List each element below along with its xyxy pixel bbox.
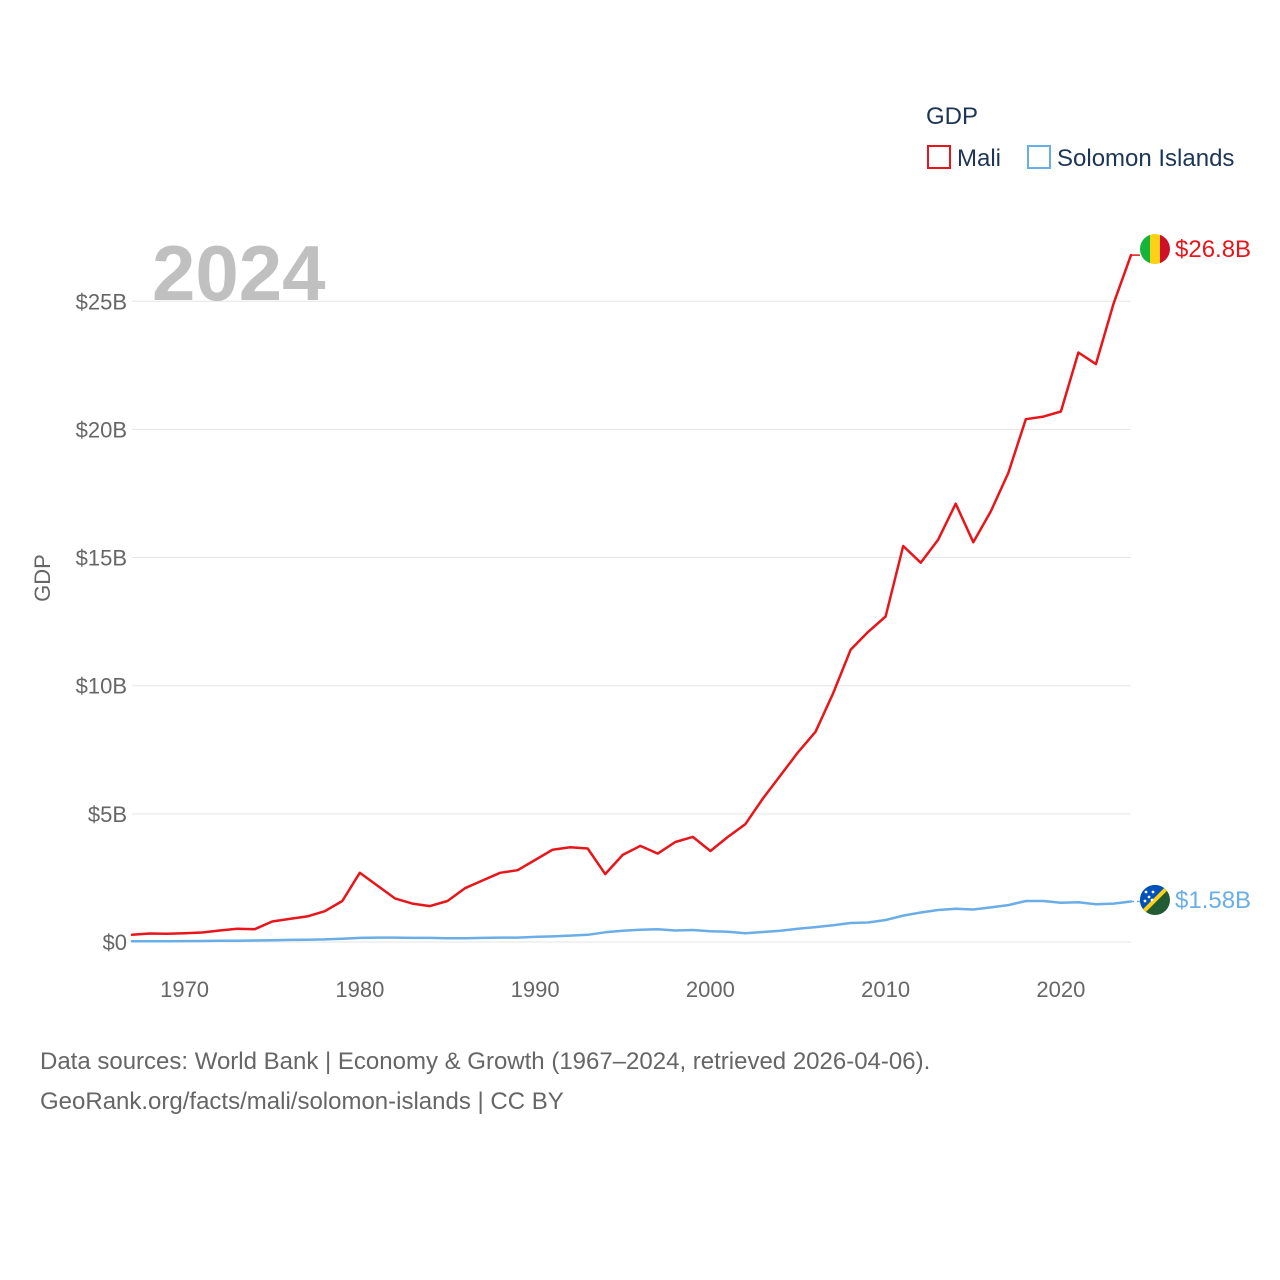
series-lines xyxy=(130,253,1140,943)
x-axis-ticks: 1970 1980 1990 2000 2010 2020 xyxy=(160,977,1085,1002)
footer: Data sources: World Bank | Economy & Gro… xyxy=(40,1042,930,1122)
y-tick-label: $0 xyxy=(103,930,127,955)
end-marker-solomon-islands: $1.58B xyxy=(1140,885,1251,915)
x-tick-label: 2000 xyxy=(686,977,735,1002)
y-axis-ticks: $0 $5B $10B $15B $20B $25B xyxy=(76,289,127,955)
legend-label-mali: Mali xyxy=(957,145,1001,172)
footer-credit: GeoRank.org/facts/mali/solomon-islands |… xyxy=(40,1088,564,1115)
y-axis-title: GDP xyxy=(30,554,55,602)
x-tick-label: 2010 xyxy=(861,977,910,1002)
legend-item-mali[interactable]: Mali xyxy=(927,145,1001,172)
series-line-mali xyxy=(130,253,1133,937)
series-line-solomon-islands xyxy=(130,899,1133,943)
gdp-line-chart: $0 $5B $10B $15B $20B $25B 1970 1980 1990 2000 20… xyxy=(30,103,1251,1002)
footer-sources: Data sources: World Bank | Economy & Gro… xyxy=(40,1048,931,1075)
legend-swatch-mali xyxy=(927,145,951,169)
legend-item-solomon-islands[interactable]: Solomon Islands xyxy=(1027,145,1234,172)
y-tick-label: $5B xyxy=(88,802,127,827)
y-tick-label: $10B xyxy=(76,674,127,699)
legend-title: GDP xyxy=(926,103,978,130)
x-tick-label: 2020 xyxy=(1036,977,1085,1002)
end-label-solomon-islands: $1.58B xyxy=(1175,887,1251,914)
legend-swatch-solomon-islands xyxy=(1027,145,1051,169)
x-tick-label: 1970 xyxy=(160,977,209,1002)
end-label-mali: $26.8B xyxy=(1175,236,1251,263)
mali-flag-icon xyxy=(1140,234,1170,264)
solomon-islands-flag-icon xyxy=(1140,885,1170,915)
year-label: 2024 xyxy=(152,229,326,317)
grid-lines xyxy=(132,300,1131,943)
x-tick-label: 1980 xyxy=(335,977,384,1002)
legend: GDP Mali Solomon Islands xyxy=(926,103,1234,172)
y-tick-label: $25B xyxy=(76,289,127,314)
y-tick-label: $15B xyxy=(76,546,127,571)
end-marker-mali: $26.8B xyxy=(1140,234,1251,264)
legend-label-solomon-islands: Solomon Islands xyxy=(1057,145,1234,172)
x-tick-label: 1990 xyxy=(511,977,560,1002)
y-tick-label: $20B xyxy=(76,417,127,442)
